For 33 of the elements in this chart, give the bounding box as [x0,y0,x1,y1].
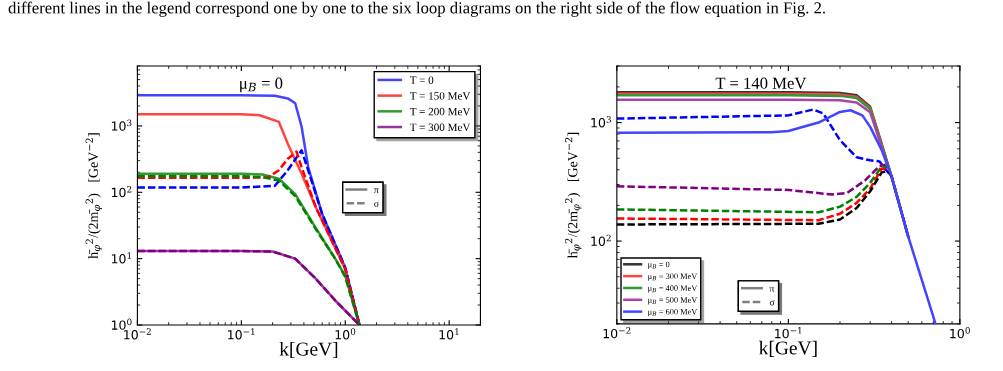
x-tick-label: 10$^{−2}$ [603,327,631,339]
legend-label: μ$_{B}$ = 600 MeV [648,308,698,317]
legend-label: T = 0 [409,76,434,84]
x-axis-title: k[GeV] [759,340,817,357]
x-tick-label: 10$^{1}$ [439,328,459,340]
legend-label: σ [769,300,775,306]
legend-label: μ$_{B}$ = 500 MeV [648,297,698,305]
y-tick-label: 10$^{0}$ [111,318,132,330]
text: T = 140 MeV [715,77,807,89]
y-tick-label: 10$^{2}$ [591,234,611,246]
legend-label: T = 200 MeV [409,107,471,116]
legend-label: μ$_{B}$ = 400 MeV [648,285,698,293]
legend-label: T = 300 MeV [409,123,471,132]
legend-label: π [769,287,775,292]
y-tick-label: 10$^{2}$ [111,185,132,198]
text: h̄$_{φ}$$^{2}$/(2m̄$_{φ}$$^{2}$) [GeV$^{−2}$] [85,133,102,259]
legend-label: π [373,188,379,194]
text: different lines in the legend correspond one by one to the six loop diagrams on the right side of the flow equation in Fig. 2. [8,1,825,17]
legend-label: μ$_{B}$ = 0 [648,261,670,269]
legend-label: T = 150 MeV [409,92,471,100]
x-tick-label: 10$^{−2}$ [124,328,151,340]
y-tick-label: 10$^{3}$ [591,116,611,128]
y-tick-label: 10$^{3}$ [111,119,132,131]
x-tick-label: 10$^{0}$ [335,328,356,340]
x-tick-label: 10$^{0}$ [950,327,970,339]
text: μ$_{B}$ = 0 [240,77,283,93]
text: h̄$_{φ}$$^{2}$/(2m̄$_{φ}$$^{2}$) [GeV$^{−2}$] [564,132,582,259]
x-tick-label: 10$^{−1}$ [775,327,802,339]
legend-label: σ [374,201,379,207]
x-tick-label: 10$^{−1}$ [228,328,255,340]
y-tick-label: 10$^{1}$ [111,252,131,264]
x-axis-title: k[GeV] [279,341,338,359]
legend-label: μ$_{B}$ = 300 MeV [648,273,698,281]
